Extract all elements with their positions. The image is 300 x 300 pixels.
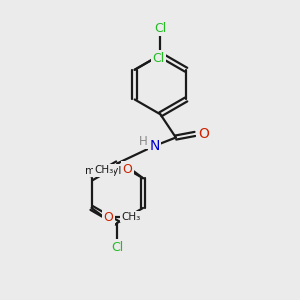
Text: CH₃: CH₃ xyxy=(121,212,140,222)
Text: H: H xyxy=(139,135,148,148)
Text: O: O xyxy=(103,211,113,224)
Text: O: O xyxy=(198,127,208,141)
Text: methyl: methyl xyxy=(85,166,121,176)
Text: CH₃: CH₃ xyxy=(94,165,113,175)
Text: Cl: Cl xyxy=(154,22,167,34)
Text: N: N xyxy=(149,139,160,153)
Text: Cl: Cl xyxy=(111,241,123,254)
Text: Cl: Cl xyxy=(153,52,165,65)
Text: O: O xyxy=(122,163,132,176)
